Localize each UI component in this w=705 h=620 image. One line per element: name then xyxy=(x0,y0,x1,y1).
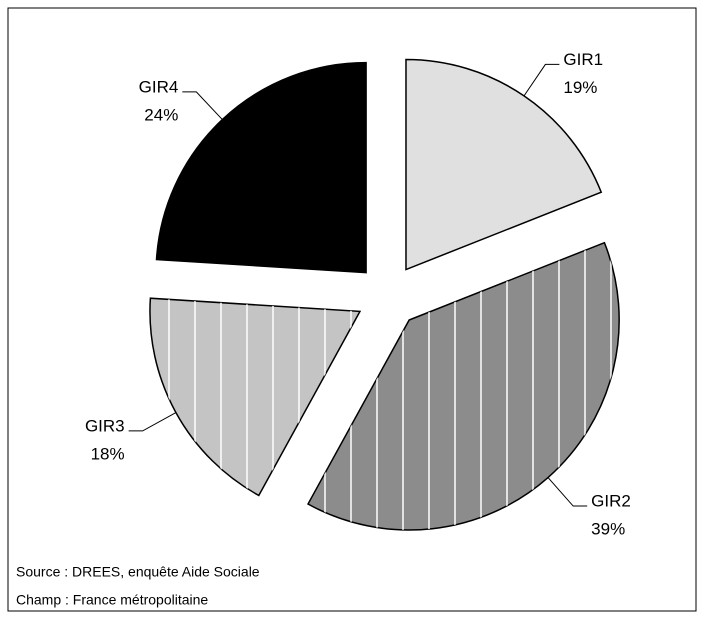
leader-line xyxy=(128,412,177,432)
slice-texture xyxy=(149,298,360,496)
slice-label: GIR4 xyxy=(139,77,179,96)
scope-note: Champ : France métropolitaine xyxy=(16,592,208,608)
source-note: Source : DREES, enquête Aide Sociale xyxy=(16,564,260,580)
slice-value-label: 18% xyxy=(91,444,125,463)
leader-line xyxy=(523,63,560,97)
slice-value-label: 24% xyxy=(144,105,178,124)
leader-line xyxy=(547,477,588,507)
leader-line xyxy=(182,91,223,120)
slice-label: GIR3 xyxy=(85,416,125,435)
slice-label: GIR2 xyxy=(591,492,631,511)
pie-slice xyxy=(405,58,603,271)
slice-label: GIR1 xyxy=(563,50,603,69)
pie-slice xyxy=(155,61,367,274)
slice-value-label: 39% xyxy=(591,520,625,539)
slice-value-label: 19% xyxy=(563,78,597,97)
slice-texture xyxy=(307,242,620,531)
frame xyxy=(7,7,697,612)
